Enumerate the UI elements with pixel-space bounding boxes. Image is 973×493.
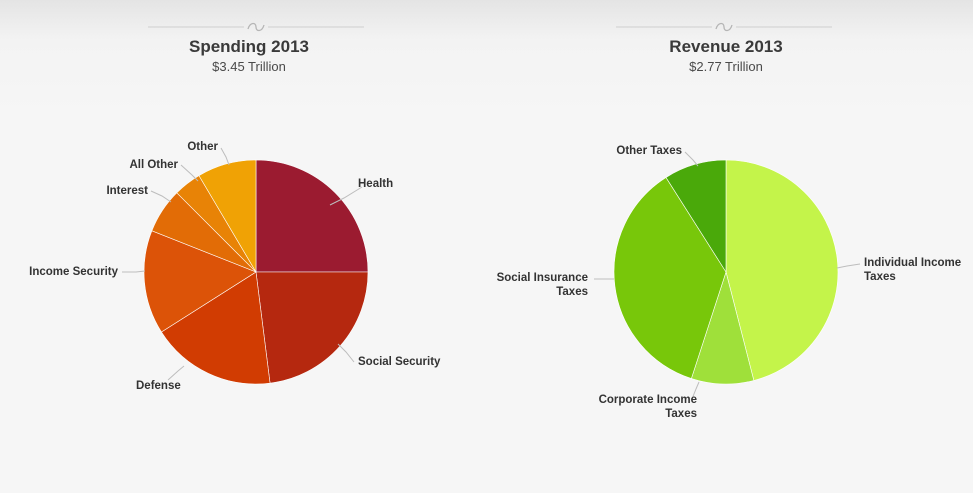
chart-title: Spending 2013 [189, 37, 309, 56]
leader-line [684, 151, 699, 167]
chart-subtitle: $3.45 Trillion [212, 59, 286, 74]
divider-ornament-icon [616, 22, 832, 32]
pie-slice-social-security[interactable] [255, 271, 369, 384]
slice-label: Defense [136, 380, 181, 392]
spending-chart-panel: Spending 2013 $3.45 Trillion Health Socia… [0, 0, 486, 493]
revenue-pie-chart: Individual Income Taxes Corporate Income Ta… [497, 145, 962, 420]
leader-line [337, 343, 355, 363]
slice-label: Taxes [864, 271, 896, 283]
slice-label: Individual Income [864, 257, 961, 269]
pie-slice-other-taxes[interactable] [665, 159, 727, 274]
pie-slice-other[interactable] [198, 159, 257, 274]
slice-label: All Other [129, 159, 178, 171]
slice-label: Social Security [358, 356, 441, 368]
slice-label: Interest [106, 185, 148, 197]
spending-pie-chart: Health Social Security Defense Income Secur… [29, 141, 441, 392]
slice-label: Corporate Income [599, 394, 697, 406]
leader-line [329, 186, 363, 206]
leader-line [180, 164, 199, 182]
slice-label: Income Security [29, 266, 118, 278]
leader-line [150, 190, 172, 203]
slice-label: Health [358, 178, 393, 190]
pie-slice-income-security[interactable] [143, 230, 257, 333]
leader-line [691, 381, 700, 400]
revenue-chart-panel: Revenue 2013 $2.77 Trillion Individual I… [486, 0, 972, 493]
slice-label: Other Taxes [616, 145, 682, 157]
divider-ornament-icon [148, 22, 364, 32]
pie-slice-defense[interactable] [161, 271, 271, 385]
leader-line [122, 270, 146, 273]
slice-label: Other [187, 141, 218, 153]
chart-title: Revenue 2013 [669, 37, 783, 56]
pie-slice-social-insurance-taxes[interactable] [613, 177, 727, 379]
leader-line [220, 147, 230, 166]
leader-line [167, 365, 185, 381]
slice-label: Taxes [665, 408, 697, 420]
leader-line [836, 263, 861, 269]
pie-slice-individual-income-taxes[interactable] [725, 159, 839, 381]
slice-label: Taxes [556, 286, 588, 298]
slice-label: Social Insurance [497, 272, 588, 284]
chart-subtitle: $2.77 Trillion [689, 59, 763, 74]
pie-slice-health[interactable] [255, 159, 369, 273]
